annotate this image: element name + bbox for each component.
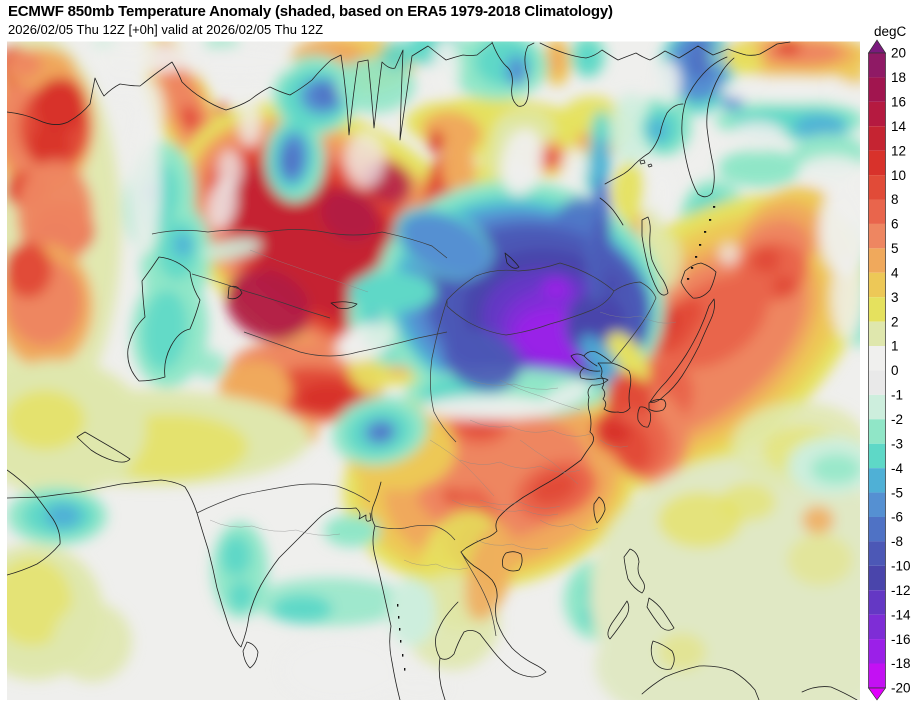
svg-text:degC: degC xyxy=(874,24,907,39)
svg-text:-6: -6 xyxy=(891,510,903,525)
svg-text:-4: -4 xyxy=(891,461,903,476)
svg-text:-10: -10 xyxy=(891,559,911,574)
svg-text:12: 12 xyxy=(891,143,906,158)
svg-text:-16: -16 xyxy=(891,632,911,647)
svg-text:-3: -3 xyxy=(891,436,903,451)
svg-text:2: 2 xyxy=(891,314,899,329)
svg-text:-1: -1 xyxy=(891,388,903,403)
svg-text:1: 1 xyxy=(891,339,899,354)
svg-text:-20: -20 xyxy=(891,681,911,696)
svg-text:8: 8 xyxy=(891,192,899,207)
svg-text:16: 16 xyxy=(891,95,906,110)
svg-text:0: 0 xyxy=(891,363,899,378)
svg-text:-18: -18 xyxy=(891,656,911,671)
svg-text:3: 3 xyxy=(891,290,899,305)
svg-text:-14: -14 xyxy=(891,607,911,622)
svg-text:5: 5 xyxy=(891,241,899,256)
svg-text:18: 18 xyxy=(891,70,906,85)
svg-text:20: 20 xyxy=(891,46,906,61)
svg-text:14: 14 xyxy=(891,119,907,134)
svg-text:-8: -8 xyxy=(891,534,903,549)
svg-text:-2: -2 xyxy=(891,412,903,427)
svg-text:6: 6 xyxy=(891,217,899,232)
svg-text:-12: -12 xyxy=(891,583,911,598)
svg-text:4: 4 xyxy=(891,266,899,281)
svg-text:-5: -5 xyxy=(891,485,903,500)
svg-text:10: 10 xyxy=(891,168,906,183)
